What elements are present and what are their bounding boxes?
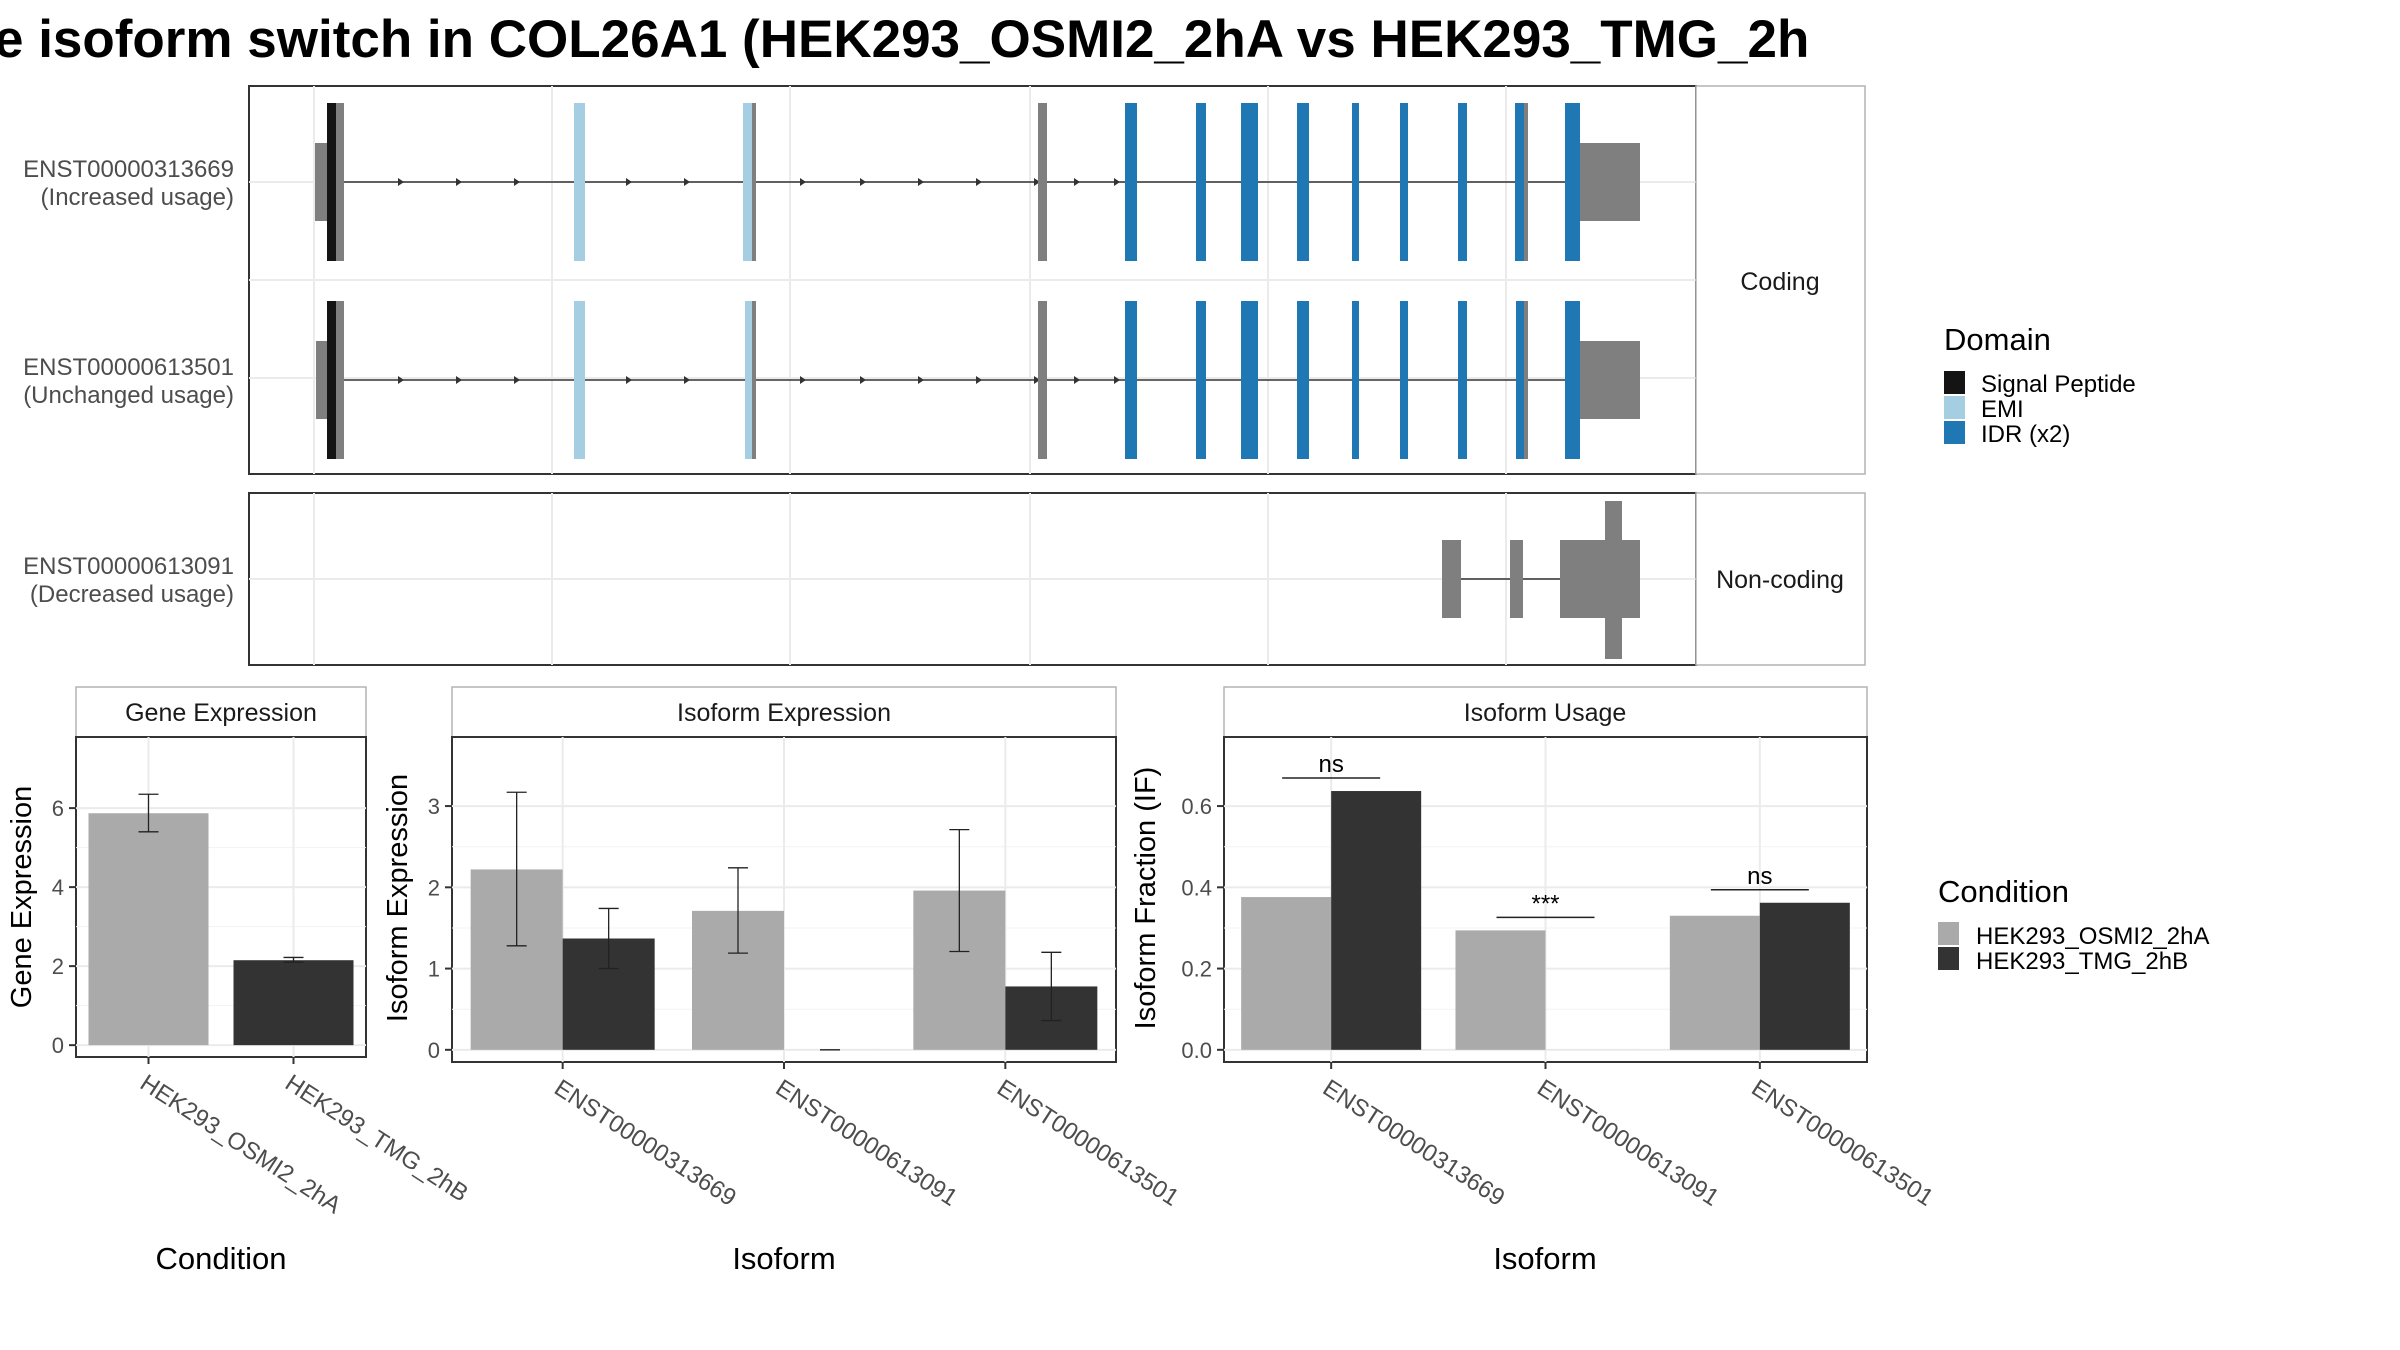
gene-expression-xlabel: Condition: [156, 1241, 287, 1276]
figure-title: e isoform switch in COL26A1 (HEK293_OSMI…: [0, 10, 1809, 69]
significance-label: ***: [1531, 890, 1559, 917]
x-tick-label: ENST00000313669: [549, 1074, 741, 1211]
domain-legend: Domain Signal Peptide EMI IDR (x2): [1944, 322, 2136, 448]
legend-swatch-idr: [1944, 421, 1965, 444]
isoform-usage-x-ticks: ENST00000313669 ENST00000613091 ENST000006…: [1318, 1062, 1938, 1212]
isoform-track-ENST00000613501: [316, 301, 1640, 459]
y-tick-label: 0: [52, 1033, 64, 1058]
isoform-usage-strip-title: Isoform Usage: [1464, 699, 1627, 727]
legend-swatch-osmi: [1938, 922, 1959, 945]
bar: [88, 813, 209, 1046]
bar: [233, 960, 354, 1046]
isoform-usage-bars: [1241, 791, 1850, 1050]
noncoding-panel: Non-coding: [248, 492, 1866, 666]
isoform-expression-x-ticks: ENST00000313669 ENST00000613091 ENST000006…: [549, 1062, 1184, 1212]
legend-swatch-emi: [1944, 396, 1965, 419]
y-tick-label: 3: [428, 794, 440, 819]
isoform-track-ENST00000613091: [1442, 501, 1640, 659]
domain-legend-title: Domain: [1944, 322, 2051, 357]
isoform-label-1-id: ENST00000313669: [23, 156, 234, 183]
isoform-labels: ENST00000313669 (Increased usage) ENST00…: [23, 156, 234, 608]
isoform-label-2-id: ENST00000613501: [23, 354, 234, 381]
x-tick-label: ENST00000313669: [1318, 1074, 1510, 1211]
legend-swatch-tmg: [1938, 947, 1959, 970]
y-tick-label: 0.0: [1181, 1038, 1212, 1063]
bar: [1669, 915, 1760, 1050]
x-tick-label: ENST00000613091: [771, 1074, 963, 1211]
isoform-usage-xlabel: Isoform: [1493, 1241, 1596, 1276]
legend-label-emi: EMI: [1981, 396, 2024, 423]
y-tick-label: 6: [52, 796, 64, 821]
bar: [1455, 930, 1546, 1050]
y-tick-label: 1: [428, 957, 440, 982]
legend-label-tmg: HEK293_TMG_2hB: [1976, 948, 2188, 975]
strip-coding: Coding: [1740, 268, 1819, 296]
x-tick-label: ENST00000613501: [1747, 1074, 1939, 1211]
y-tick-label: 0.2: [1181, 957, 1212, 982]
gene-bars: [88, 793, 354, 1046]
gene-expression-ylabel: Gene Expression: [6, 786, 38, 1008]
y-tick-label: 0.4: [1181, 875, 1212, 900]
legend-label-idr: IDR (x2): [1981, 421, 2070, 448]
gene-expression-strip-title: Gene Expression: [125, 699, 317, 727]
gene-y-ticks: 0 2 4 6: [52, 796, 76, 1058]
x-tick-label: ENST00000613501: [992, 1074, 1184, 1211]
y-tick-label: 0: [428, 1038, 440, 1063]
significance-annotations: ns *** ns: [1282, 751, 1809, 919]
direction-arrows: [398, 376, 1120, 384]
isoform-label-2-usage: (Unchanged usage): [23, 382, 234, 409]
isoform-track-ENST00000313669: [315, 103, 1640, 261]
condition-legend-title: Condition: [1938, 874, 2069, 909]
isoform-expression-bars: [470, 791, 1098, 1051]
isoform-label-1-usage: (Increased usage): [41, 184, 234, 211]
condition-legend: Condition HEK293_OSMI2_2hA HEK293_TMG_2h…: [1938, 874, 2209, 975]
bar: [1241, 897, 1332, 1050]
bar: [1759, 902, 1850, 1050]
legend-label-osmi: HEK293_OSMI2_2hA: [1976, 923, 2209, 950]
isoform-usage-y-ticks: 0.0 0.2 0.4 0.6: [1181, 794, 1224, 1063]
y-tick-label: 4: [52, 875, 64, 900]
legend-label-signal-peptide: Signal Peptide: [1981, 371, 2136, 398]
isoform-expression-strip-title: Isoform Expression: [677, 699, 891, 727]
isoform-expression-y-ticks: 0 1 2 3: [428, 794, 452, 1063]
isoform-expression-xlabel: Isoform: [732, 1241, 835, 1276]
isoform-usage-panel: Isoform Usage ns *** ns 0.0 0.2 0.4 0.6 ENST0…: [1130, 686, 1938, 1276]
significance-label: ns: [1318, 751, 1343, 778]
y-tick-label: 0.6: [1181, 794, 1212, 819]
isoform-expression-ylabel: Isoform Expression: [382, 774, 414, 1022]
y-tick-label: 2: [52, 954, 64, 979]
isoform-label-3-id: ENST00000613091: [23, 553, 234, 580]
significance-label: ns: [1747, 863, 1772, 890]
bar: [1331, 791, 1422, 1050]
isoform-label-3-usage: (Decreased usage): [30, 581, 234, 608]
isoform-usage-ylabel: Isoform Fraction (IF): [1130, 767, 1162, 1030]
coding-panel: Coding: [248, 85, 1866, 475]
legend-swatch-signal-peptide: [1944, 371, 1965, 394]
direction-arrows: [398, 178, 1120, 186]
strip-noncoding: Non-coding: [1716, 566, 1844, 594]
y-tick-label: 2: [428, 875, 440, 900]
x-tick-label: ENST00000613091: [1532, 1074, 1724, 1211]
